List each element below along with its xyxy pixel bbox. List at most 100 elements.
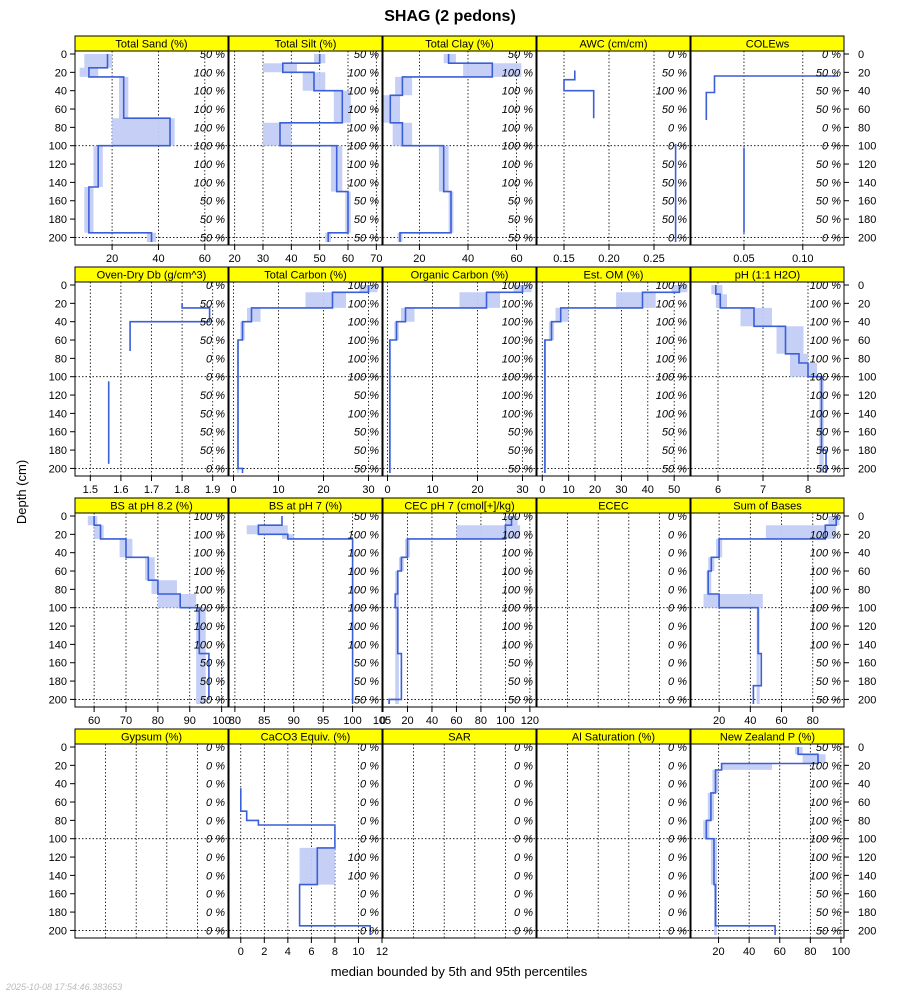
panel-frame — [228, 512, 383, 708]
data-coverage-label: 100 % — [348, 566, 379, 578]
data-coverage-label: 100 % — [810, 779, 841, 791]
data-coverage-label: 100 % — [502, 529, 533, 541]
y-tick-label: 0 — [61, 742, 67, 754]
y-tick-label: 140 — [49, 639, 67, 651]
data-coverage-label: 100 % — [810, 548, 841, 560]
panel-total-sand: Total Sand (%) 50 % 100 % 100 % 100 % 100 % 10… — [49, 35, 229, 265]
panel-sar: SAR 0 % 0 % 0 % 0 % 0 % 0 % 0 % 0 % 0 % 0 % 0 % — [382, 728, 537, 939]
data-coverage-label: 50 % — [354, 658, 379, 670]
panel-title: Total Clay (%) — [425, 39, 493, 51]
panel-frame — [382, 512, 537, 708]
x-tick-label: 60 — [199, 253, 211, 265]
data-coverage-label: 50 % — [816, 214, 841, 226]
x-tick-label: 8 — [805, 484, 811, 496]
median-line — [544, 285, 681, 473]
data-coverage-label: 50 % — [508, 658, 533, 670]
panel-bs-at-ph-8-2: BS at pH 8.2 (%)100 %100 %100 %100 %100 … — [49, 497, 231, 727]
data-coverage-label: 100 % — [194, 86, 225, 98]
median-line — [237, 285, 370, 473]
y-tick-label: 40 — [858, 779, 870, 791]
y-tick-label: 140 — [858, 639, 876, 651]
data-coverage-label: 0 % — [360, 760, 379, 772]
y-tick-label: 20 — [858, 298, 870, 310]
y-tick-label: 160 — [49, 889, 67, 901]
x-tick-label: 1.6 — [113, 484, 128, 496]
y-tick-label: 60 — [55, 104, 67, 116]
data-coverage-label: 50 % — [662, 177, 687, 189]
data-coverage-label: 50 % — [200, 232, 225, 244]
data-coverage-label: 0 % — [206, 925, 225, 937]
data-coverage-label: 0 % — [668, 49, 687, 61]
median-line — [388, 285, 524, 473]
panel-title: Total Sand (%) — [115, 39, 187, 51]
data-coverage-label: 0 % — [206, 852, 225, 864]
data-coverage-label: 100 % — [194, 584, 225, 596]
y-tick-label: 20 — [55, 298, 67, 310]
data-coverage-label: 100 % — [348, 603, 379, 615]
y-tick-label: 60 — [55, 335, 67, 347]
y-tick-label: 160 — [49, 196, 67, 208]
data-coverage-label: 100 % — [348, 141, 379, 153]
data-coverage-label: 50 % — [816, 86, 841, 98]
panel-al-saturation: Al Saturation (%) 0 % 0 % 0 % 0 % 0 % 0 % 0 % 0 … — [536, 728, 691, 939]
y-tick-label: 40 — [858, 86, 870, 98]
data-coverage-label: 50 % — [816, 177, 841, 189]
x-tick-label: 0.05 — [733, 253, 754, 265]
data-coverage-label: 50 % — [508, 427, 533, 439]
y-tick-label: 120 — [49, 621, 67, 633]
y-tick-label: 120 — [858, 159, 876, 171]
data-coverage-label: 50 % — [200, 445, 225, 457]
y-tick-label: 0 — [61, 511, 67, 523]
y-tick-label: 100 — [858, 834, 876, 846]
y-tick-label: 80 — [55, 122, 67, 134]
y-tick-label: 160 — [858, 658, 876, 670]
panel-cec-ph-7-cmol-kg: CEC pH 7 (cmol[+]/kg)100 %100 %100 %100 … — [380, 497, 539, 727]
timestamp: 2025-10-08 17:54:46.383653 — [5, 982, 122, 992]
data-coverage-label: 100 % — [502, 408, 533, 420]
y-tick-label: 0 — [61, 49, 67, 61]
percentile-band — [263, 54, 351, 242]
x-tick-label: 20 — [317, 484, 329, 496]
y-tick-label: 20 — [55, 67, 67, 79]
y-tick-label: 100 — [49, 834, 67, 846]
x-tick-label: 20 — [401, 715, 413, 727]
data-coverage-label: 0 % — [206, 280, 225, 292]
y-tick-label: 180 — [49, 676, 67, 688]
x-tick-label: 80 — [475, 715, 487, 727]
data-coverage-label: 0 % — [822, 49, 841, 61]
panel-title: pH (1:1 H2O) — [735, 270, 800, 282]
x-tick-label: 90 — [288, 715, 300, 727]
data-coverage-label: 100 % — [348, 86, 379, 98]
panel-title: Est. OM (%) — [584, 270, 644, 282]
y-tick-label: 160 — [49, 658, 67, 670]
y-tick-label: 20 — [55, 760, 67, 772]
data-coverage-label: 50 % — [662, 427, 687, 439]
y-tick-label: 60 — [55, 797, 67, 809]
percentile-band — [711, 285, 824, 473]
x-tick-label: 40 — [426, 715, 438, 727]
panel-title: BS at pH 7 (%) — [269, 501, 342, 513]
data-coverage-label: 100 % — [194, 159, 225, 171]
x-tick-label: 1.8 — [174, 484, 189, 496]
y-tick-label: 20 — [55, 529, 67, 541]
x-tick-label: 120 — [521, 715, 539, 727]
data-coverage-label: 0 % — [668, 676, 687, 688]
y-tick-label: 180 — [858, 676, 876, 688]
data-coverage-label: 50 % — [508, 445, 533, 457]
x-tick-label: 60 — [510, 253, 522, 265]
y-tick-label: 160 — [858, 889, 876, 901]
data-coverage-label: 50 % — [662, 104, 687, 116]
data-coverage-label: 0 % — [514, 907, 533, 919]
y-tick-label: 20 — [858, 529, 870, 541]
panel-title: AWC (cm/cm) — [579, 39, 647, 51]
data-coverage-label: 0 % — [206, 907, 225, 919]
data-coverage-label: 100 % — [810, 603, 841, 615]
data-coverage-label: 50 % — [200, 49, 225, 61]
x-tick-label: 80 — [229, 715, 241, 727]
data-coverage-label: 100 % — [502, 177, 533, 189]
data-coverage-label: 0 % — [206, 889, 225, 901]
data-coverage-label: 50 % — [508, 694, 533, 706]
plot-area — [75, 744, 228, 938]
data-coverage-label: 0 % — [668, 639, 687, 651]
data-coverage-label: 100 % — [194, 603, 225, 615]
